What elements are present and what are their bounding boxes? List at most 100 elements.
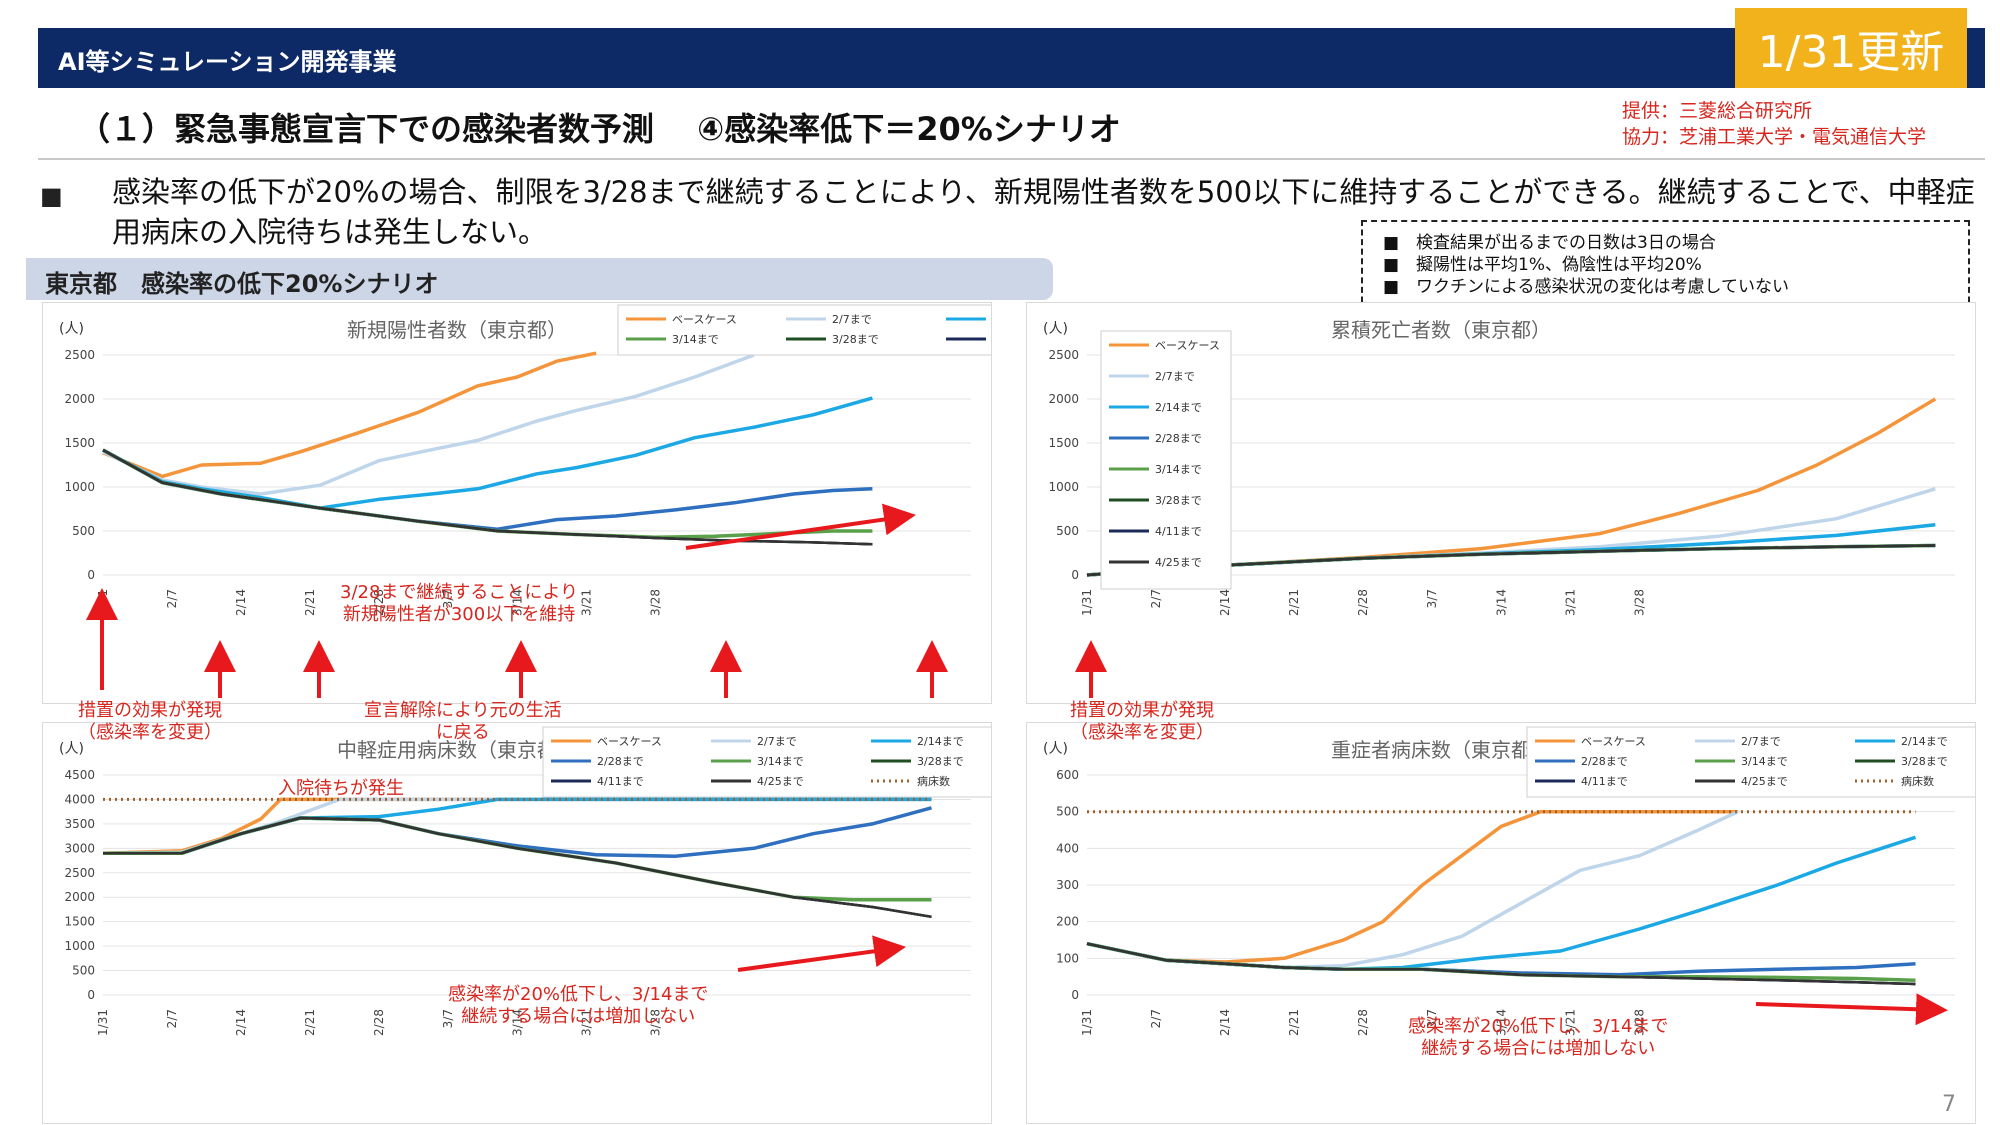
credit-provider: 提供：三菱総合研究所 <box>1622 100 1813 122</box>
x-tick-label: 3/7 <box>441 1009 455 1028</box>
legend-label: 3/14まで <box>757 755 804 768</box>
series-line <box>102 351 597 479</box>
series-line <box>103 816 932 919</box>
y-tick-label: 500 <box>72 964 95 978</box>
legend-label: 4/11まで <box>1581 775 1628 788</box>
x-tick-label: 2/7 <box>1149 589 1163 608</box>
x-tick-label: 2/21 <box>1287 589 1301 616</box>
chart-svg: 05001000150020002500(人)1/312/72/142/212/… <box>59 304 991 616</box>
legend-label: 2/7まで <box>1741 735 1781 748</box>
y-tick-label: 500 <box>72 524 95 538</box>
legend-label: 2/14まで <box>1155 401 1202 414</box>
x-tick-label: 3/28 <box>1632 1009 1646 1036</box>
y-tick-label: 4000 <box>64 792 95 806</box>
annotation-effect-1: 措置の効果が発現 （感染率を変更） <box>78 700 222 743</box>
annotation-keep-300: 3/28まで継続することにより 新規陽性者が300以下を維持 <box>340 582 579 625</box>
y-tick-label: 2500 <box>64 866 95 880</box>
legend-label: 3/14まで <box>1741 755 1788 768</box>
chart-new-positives: 05001000150020002500(人)1/312/72/142/212/… <box>42 302 992 704</box>
legend-label: 2/28まで <box>1155 432 1202 445</box>
x-tick-label: 2/7 <box>165 589 179 608</box>
series-line <box>102 396 873 510</box>
legend-label: ベースケース <box>1155 339 1220 352</box>
trend-arrow <box>685 503 916 550</box>
divider <box>38 158 1985 160</box>
series-line <box>102 353 755 496</box>
legend-label: 4/11まで <box>1155 525 1202 538</box>
y-tick-label: 2000 <box>1048 392 1079 406</box>
x-tick-label: 3/21 <box>579 589 593 616</box>
chart-svg: 0 500 1000 1500 2000 2500 3000 3500 4000 4500 (人) 1… <box>59 726 991 1036</box>
y-tick-label: 200 <box>1056 915 1079 929</box>
x-tick-label: 2/28 <box>1356 589 1370 616</box>
x-tick-label: 2/14 <box>1218 589 1232 616</box>
x-tick-label: 1/31 <box>1080 589 1094 616</box>
region-tab <box>26 258 1053 300</box>
legend-label: 4/25まで <box>757 775 804 788</box>
y-axis-label: (人) <box>59 321 84 337</box>
credits: 提供：三菱総合研究所 協力：芝浦工業大学・電気通信大学 <box>1622 98 1926 150</box>
x-tick-label: 2/21 <box>303 589 317 616</box>
y-tick-label: 1500 <box>1048 436 1079 450</box>
series-line <box>1086 544 1936 577</box>
header-bar <box>38 28 1985 88</box>
x-tick-label: 3/28 <box>1632 589 1646 616</box>
annotation-no-increase-2: 感染率が20%低下し、3/14まで 継続する場合には増加しない <box>1408 1016 1669 1059</box>
y-tick-label: 2000 <box>64 392 95 406</box>
x-tick-label: 2/21 <box>1287 1009 1301 1036</box>
note-line: ■ 擬陽性は平均1%、偽陰性は平均20% <box>1383 255 1702 275</box>
x-tick-label: 3/14 <box>510 589 524 616</box>
note-line: ■ 検査結果が出るまでの日数は3日の場合 <box>1383 233 1716 253</box>
x-tick-label: 1/31 <box>1080 1009 1094 1036</box>
y-tick-label: 600 <box>1056 768 1079 782</box>
section-title: （１）緊急事態宣言下での感染者数予測 ④感染率低下＝20%シナリオ <box>78 110 1121 148</box>
legend-label: 4/25まで <box>1741 775 1788 788</box>
trend-arrow <box>737 935 906 972</box>
x-tick-label: 2/7 <box>1149 1009 1163 1028</box>
x-tick-label: 3/14 <box>1494 1009 1508 1036</box>
chart-title: 新規陽性者数（東京都） <box>347 318 567 342</box>
legend-label: ベースケース <box>597 735 662 748</box>
page-number: 7 <box>1942 1092 1956 1117</box>
x-tick-label: 3/7 <box>1425 1009 1439 1028</box>
legend-label: 2/7まで <box>757 735 797 748</box>
legend-label: 3/28まで <box>832 333 879 346</box>
chart-title: 中軽症用病床数（東京都） <box>337 738 577 762</box>
x-tick-label: 2/14 <box>1218 1009 1232 1036</box>
y-tick-label: 400 <box>1056 841 1079 855</box>
legend-label: 2/14まで <box>1901 735 1948 748</box>
legend-label: ベースケース <box>1581 735 1646 748</box>
x-tick-label: 3/7 <box>1425 589 1439 608</box>
x-tick-label: 3/21 <box>579 1009 593 1036</box>
x-tick-label: 2/28 <box>1356 1009 1370 1036</box>
header-title: AI等シミュレーション開発事業 <box>58 48 397 76</box>
y-tick-label: 3500 <box>64 817 95 831</box>
series-line <box>1086 942 1916 986</box>
x-tick-label: 2/21 <box>303 1009 317 1036</box>
annotation-no-increase-1: 感染率が20%低下し、3/14まで 継続する場合には増加しない <box>448 984 709 1027</box>
x-tick-label: 1/31 <box>96 1009 110 1036</box>
x-tick-label: 2/14 <box>234 589 248 616</box>
y-tick-label: 2000 <box>64 890 95 904</box>
y-tick-label: 1000 <box>64 480 95 494</box>
chart-cumulative-deaths: 0 500 1000 1500 2000 2500 (人) 1/31 2/7 2/14 2/21 2/… <box>1026 302 1976 704</box>
x-tick-label: 3/28 <box>648 1009 662 1036</box>
bullet-text: 感染率の低下が20%の場合、制限を3/28まで継続することにより、新規陽性者数を… <box>112 175 1975 249</box>
chart-severe-beds: 0 100 200 300 400 500 600 (人) 1/31 2/7 2/14 2/21 2/2… <box>1026 722 1976 1124</box>
x-tick-label: 3/21 <box>1563 1009 1577 1036</box>
y-tick-label: 0 <box>87 568 95 582</box>
legend-label: 3/14まで <box>672 333 719 346</box>
legend-label: 2/28まで <box>1581 755 1628 768</box>
x-tick-label: 2/14 <box>234 1009 248 1036</box>
x-tick-label: 2/7 <box>165 1009 179 1028</box>
y-tick-label: 4500 <box>64 768 95 782</box>
legend-box <box>1100 330 1232 590</box>
legend-label: 4/11まで <box>597 775 644 788</box>
credit-cooperation: 協力：芝浦工業大学・電気通信大学 <box>1622 126 1927 148</box>
legend-label: ベースケース <box>672 313 737 326</box>
annotation-effect-2: 措置の効果が発現 （感染率を変更） <box>1070 700 1214 743</box>
legend-box <box>617 304 991 356</box>
x-tick-label: 2/28 <box>372 1009 386 1036</box>
